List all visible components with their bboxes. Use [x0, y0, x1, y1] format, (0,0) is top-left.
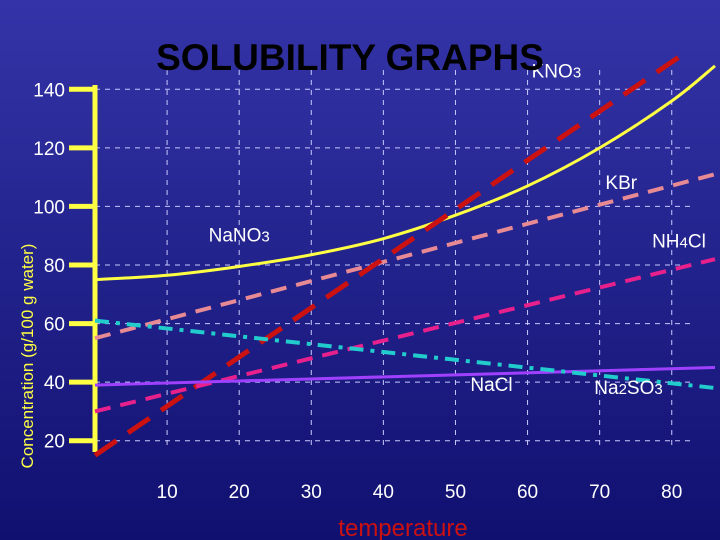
- series-line-kbr: [94, 172, 716, 341]
- series-label-nh4cl: NH4Cl: [652, 231, 706, 252]
- series-line-na2so3: [94, 318, 716, 390]
- x-tick-label: 30: [301, 482, 322, 503]
- y-tick-label: 80: [44, 256, 65, 277]
- series-label-kbr: KBr: [605, 173, 637, 194]
- y-tick-label: 120: [33, 139, 65, 160]
- x-tick-label: 10: [157, 482, 178, 503]
- chart-title: SOLUBILITY GRAPHS: [156, 37, 544, 78]
- series-line-nacl: [94, 366, 716, 387]
- series-line-kno3: [94, 64, 716, 282]
- x-tick-label: 50: [445, 482, 466, 503]
- series-group: [93, 55, 716, 458]
- series-label-na2so3: Na2SO3: [594, 378, 662, 399]
- series-labels: KNO3 KBr NaNO3 NH4Cl NaCl Na2SO3: [209, 62, 706, 399]
- x-tick-label: 40: [373, 482, 394, 503]
- series-line-nh4cl: [94, 257, 716, 414]
- x-tick-label: 80: [661, 482, 682, 503]
- y-tick-label: 60: [44, 315, 65, 336]
- x-axis-label: temperature: [338, 515, 467, 540]
- y-tick-label: 40: [44, 373, 65, 394]
- y-tick-label: 20: [44, 432, 65, 453]
- y-tick-label: 140: [33, 80, 65, 101]
- x-tick-label: 60: [517, 482, 538, 503]
- y-tick-label: 100: [33, 197, 65, 218]
- series-label-nacl: NaCl: [470, 375, 512, 396]
- x-tick-label: 70: [589, 482, 610, 503]
- tick-labels: 20 40 60 80 100 120 140 10 20 30 40 50 60 70 80: [33, 80, 682, 503]
- series-label-nano3: NaNO3: [209, 226, 270, 247]
- axes: [69, 85, 98, 452]
- series-label-kno3: KNO3: [532, 62, 582, 83]
- x-tick-label: 20: [229, 482, 250, 503]
- y-axis-label: Concentration (g/100 g water): [18, 244, 37, 469]
